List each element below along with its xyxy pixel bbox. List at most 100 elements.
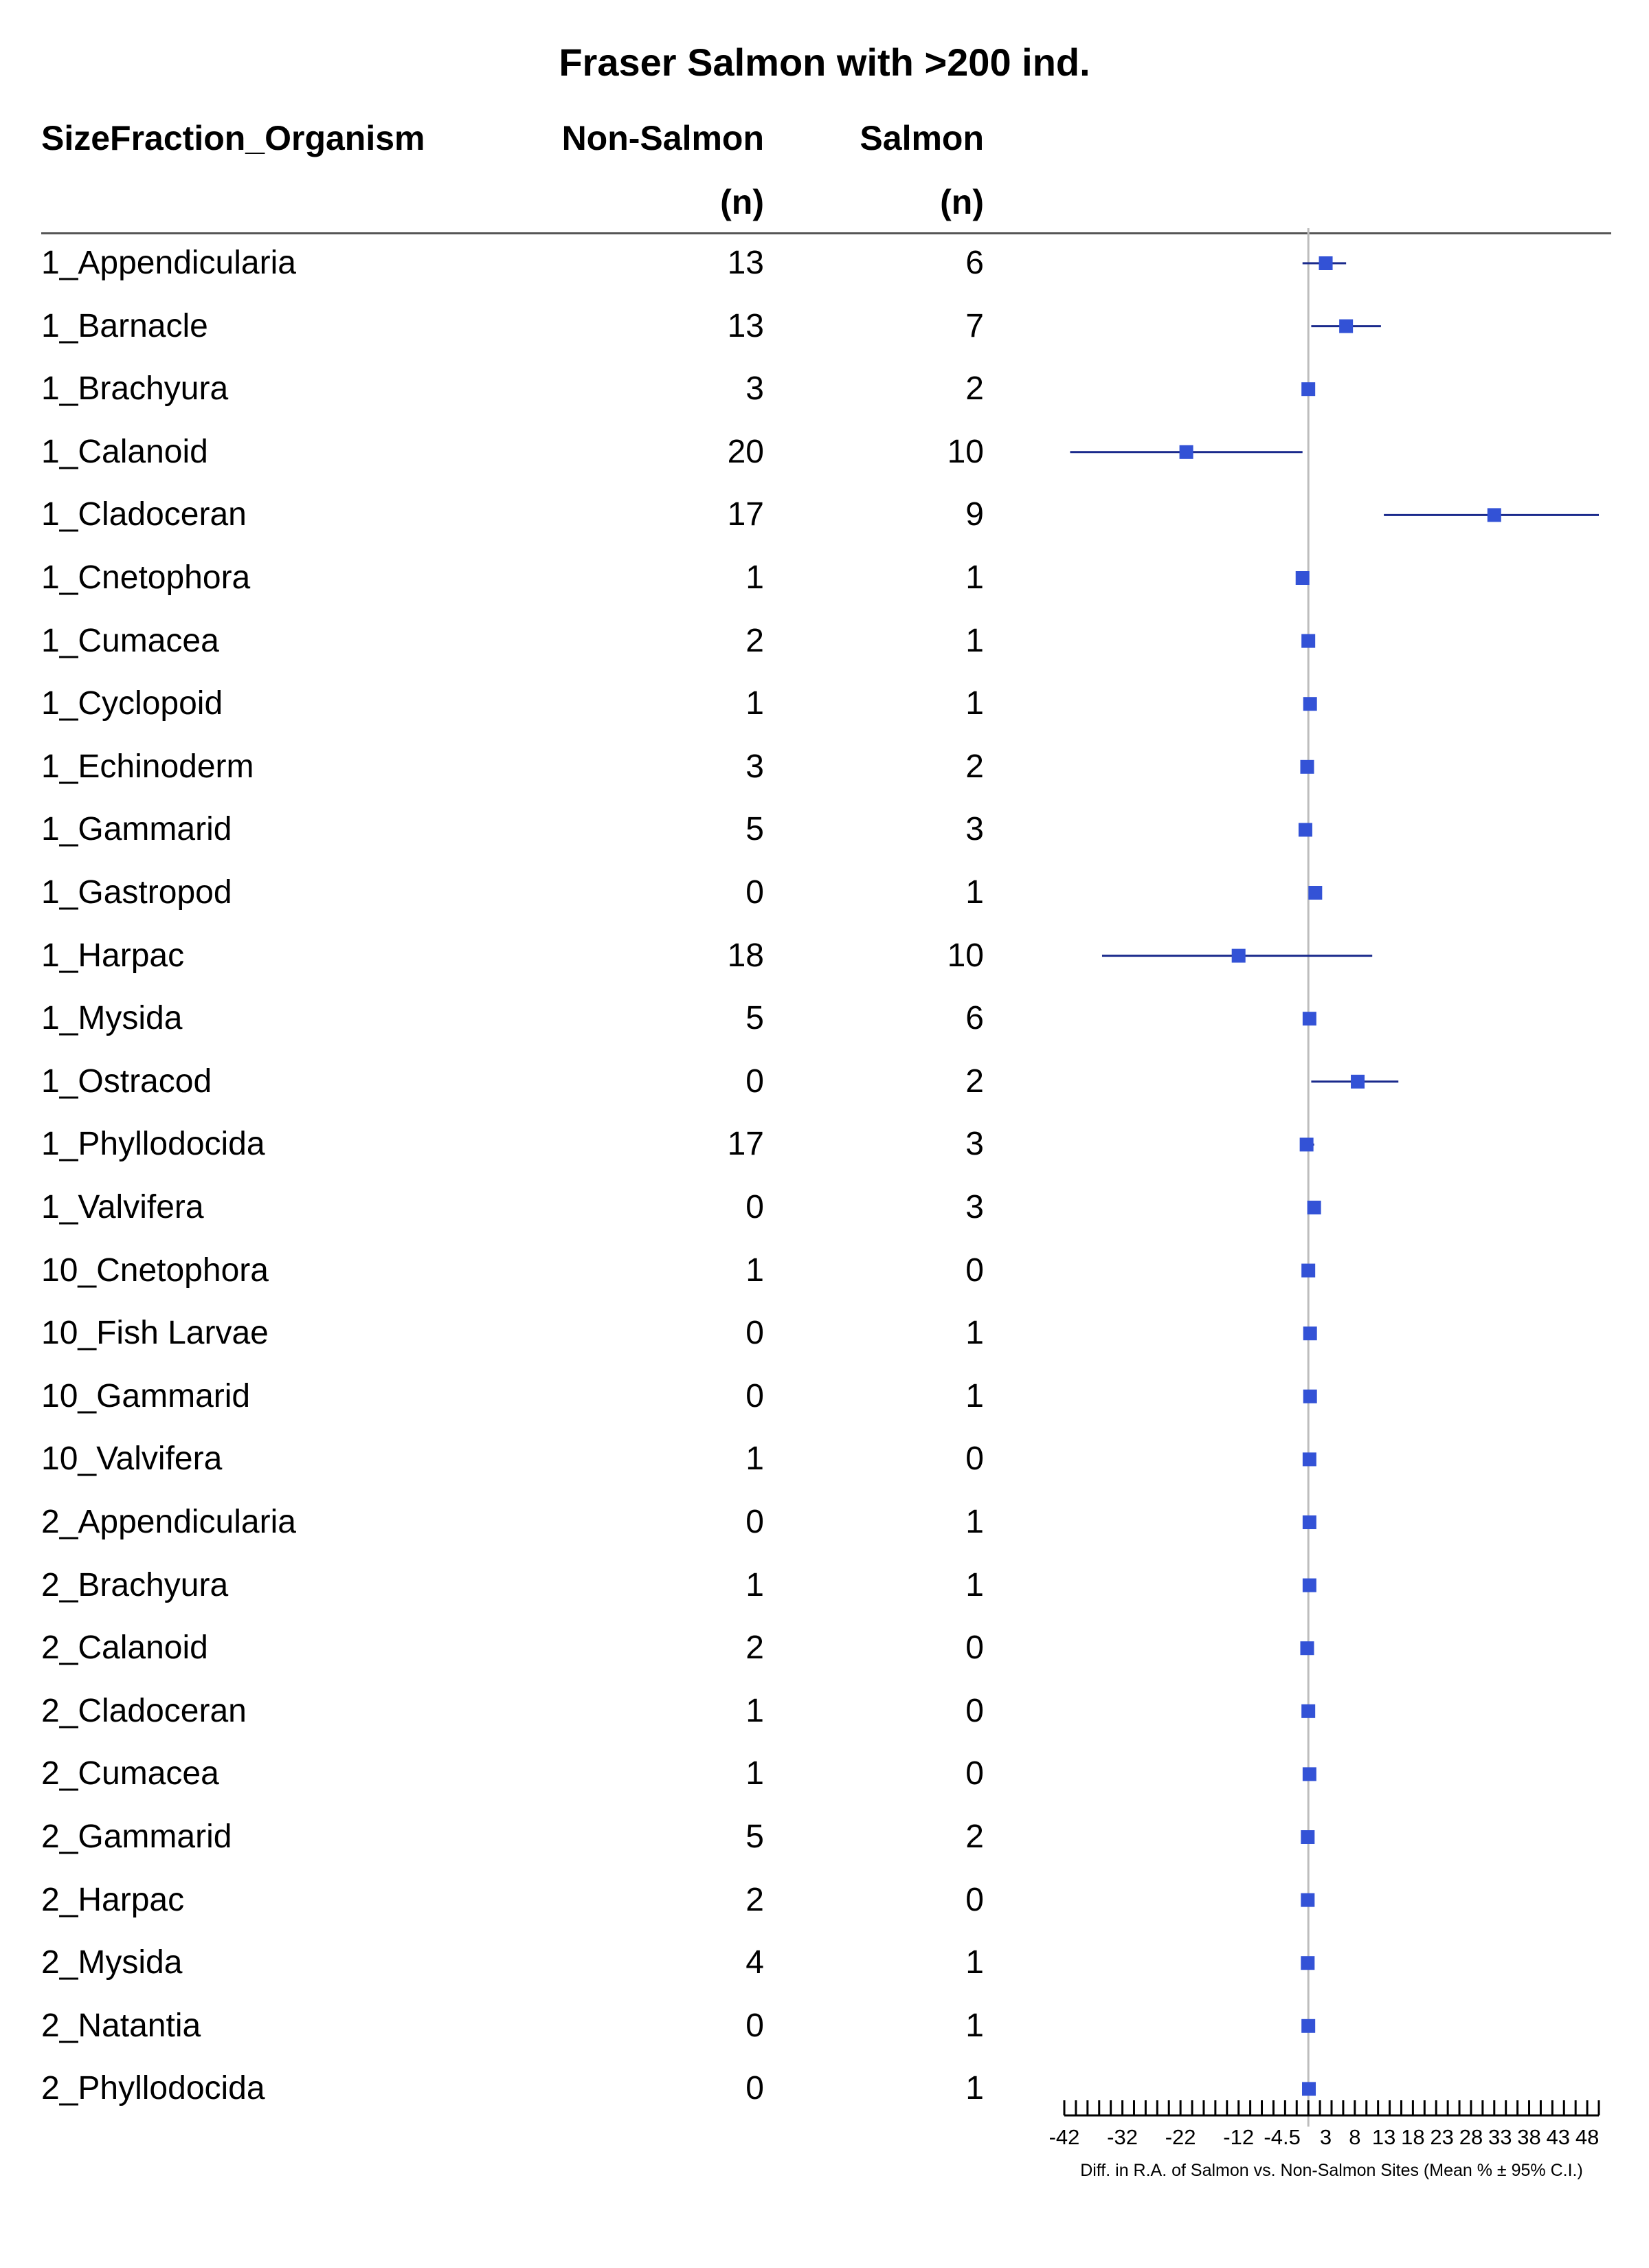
- row-label: 2_Harpac: [41, 1881, 185, 1918]
- mean-marker: [1295, 571, 1310, 585]
- mean-marker: [1301, 2019, 1316, 2033]
- row-salmon-n: 1: [965, 559, 984, 596]
- x-tick-label: -32: [1107, 2125, 1138, 2149]
- row-label: 2_Mysida: [41, 1944, 183, 1981]
- row-non-salmon-n: 1: [745, 685, 764, 722]
- x-tick-label: -4.5: [1264, 2125, 1300, 2149]
- row-salmon-n: 1: [965, 2007, 984, 2044]
- row-salmon-n: 2: [965, 370, 984, 408]
- mean-marker: [1302, 1012, 1316, 1026]
- row-non-salmon-n: 5: [745, 1819, 764, 1855]
- x-axis-label: Diff. in R.A. of Salmon vs. Non-Salmon S…: [1080, 2161, 1583, 2180]
- mean-marker: [1351, 1074, 1365, 1089]
- chart-title: Fraser Salmon with >200 ind.: [559, 41, 1090, 84]
- mean-marker: [1298, 823, 1312, 837]
- row-salmon-n: 1: [965, 2070, 984, 2107]
- mean-marker: [1487, 508, 1501, 522]
- row-label: 10_Cnetophora: [41, 1252, 269, 1289]
- x-tick-label: 13: [1372, 2125, 1395, 2149]
- row-non-salmon-n: 13: [727, 307, 764, 344]
- column-header-organism: SizeFraction_Organism: [41, 119, 425, 157]
- row-salmon-n: 0: [965, 1630, 984, 1667]
- mean-marker: [1302, 2082, 1316, 2096]
- row-salmon-n: 1: [965, 1566, 984, 1603]
- x-tick-label: -22: [1165, 2125, 1196, 2149]
- row-label: 1_Valvifera: [41, 1189, 204, 1225]
- row-label: 10_Valvifera: [41, 1441, 223, 1478]
- mean-marker: [1301, 1704, 1316, 1718]
- mean-marker: [1301, 1263, 1316, 1278]
- row-non-salmon-n: 1: [745, 1566, 764, 1603]
- row-salmon-n: 3: [965, 811, 984, 848]
- row-non-salmon-n: 1: [745, 1441, 764, 1478]
- row-label: 1_Cnetophora: [41, 559, 251, 596]
- mean-marker: [1301, 634, 1316, 648]
- row-label: 2_Calanoid: [41, 1630, 208, 1667]
- mean-marker: [1303, 1389, 1317, 1403]
- row-label: 2_Appendicularia: [41, 1504, 296, 1540]
- row-label: 2_Gammarid: [41, 1819, 232, 1855]
- mean-marker: [1301, 1830, 1315, 1844]
- x-tick-label: 3: [1320, 2125, 1332, 2149]
- x-tick-label: -42: [1049, 2125, 1080, 2149]
- row-non-salmon-n: 4: [745, 1944, 764, 1981]
- mean-marker: [1299, 1137, 1314, 1152]
- row-non-salmon-n: 0: [745, 2070, 764, 2107]
- x-tick-label: 18: [1401, 2125, 1424, 2149]
- row-salmon-n: 6: [965, 1000, 984, 1037]
- row-salmon-n: 1: [965, 1377, 984, 1414]
- mean-marker: [1339, 319, 1354, 333]
- row-non-salmon-n: 0: [745, 1315, 764, 1352]
- row-salmon-n: 1: [965, 1944, 984, 1981]
- row-non-salmon-n: 2: [745, 1881, 764, 1918]
- row-non-salmon-n: 2: [745, 1630, 764, 1667]
- row-non-salmon-n: 0: [745, 874, 764, 911]
- row-salmon-n: 0: [965, 1692, 984, 1729]
- row-salmon-n: 0: [965, 1441, 984, 1478]
- row-label: 10_Gammarid: [41, 1377, 251, 1414]
- row-salmon-n: 3: [965, 1126, 984, 1163]
- row-label: 1_Gammarid: [41, 811, 232, 848]
- row-salmon-n: 0: [965, 1881, 984, 1918]
- mean-marker: [1300, 1641, 1314, 1656]
- row-salmon-n: 10: [947, 433, 984, 470]
- row-salmon-n: 1: [965, 1504, 984, 1540]
- row-salmon-n: 2: [965, 1063, 984, 1100]
- row-salmon-n: 1: [965, 685, 984, 722]
- x-tick-label: 43: [1547, 2125, 1570, 2149]
- row-non-salmon-n: 0: [745, 1377, 764, 1414]
- mean-marker: [1319, 256, 1333, 270]
- row-label: 1_Mysida: [41, 1000, 183, 1037]
- column-header-non-salmon: Non-Salmon: [561, 119, 764, 157]
- row-label: 2_Natantia: [41, 2007, 201, 2044]
- row-salmon-n: 3: [965, 1189, 984, 1225]
- row-non-salmon-n: 17: [727, 496, 764, 533]
- row-label: 1_Phyllodocida: [41, 1126, 265, 1163]
- row-non-salmon-n: 1: [745, 1692, 764, 1729]
- row-label: 1_Calanoid: [41, 433, 208, 470]
- row-non-salmon-n: 13: [727, 245, 764, 281]
- row-salmon-n: 1: [965, 622, 984, 659]
- row-non-salmon-n: 20: [727, 433, 764, 470]
- row-salmon-n: 9: [965, 496, 984, 533]
- row-salmon-n: 1: [965, 1315, 984, 1352]
- row-non-salmon-n: 3: [745, 748, 764, 785]
- mean-marker: [1308, 886, 1323, 900]
- x-tick-label: 38: [1517, 2125, 1540, 2149]
- mean-marker: [1302, 1767, 1316, 1781]
- row-non-salmon-n: 18: [727, 937, 764, 974]
- mean-marker: [1179, 445, 1193, 459]
- row-non-salmon-n: 2: [745, 622, 764, 659]
- x-tick-label: 28: [1459, 2125, 1483, 2149]
- mean-marker: [1302, 1578, 1316, 1592]
- mean-marker: [1301, 1956, 1315, 1970]
- row-label: 2_Phyllodocida: [41, 2070, 265, 2107]
- row-salmon-n: 6: [965, 245, 984, 281]
- row-label: 1_Harpac: [41, 937, 185, 974]
- row-non-salmon-n: 0: [745, 1504, 764, 1540]
- row-non-salmon-n: 3: [745, 370, 764, 408]
- mean-marker: [1303, 1326, 1317, 1341]
- row-salmon-n: 7: [965, 307, 984, 344]
- row-label: 1_Echinoderm: [41, 748, 254, 785]
